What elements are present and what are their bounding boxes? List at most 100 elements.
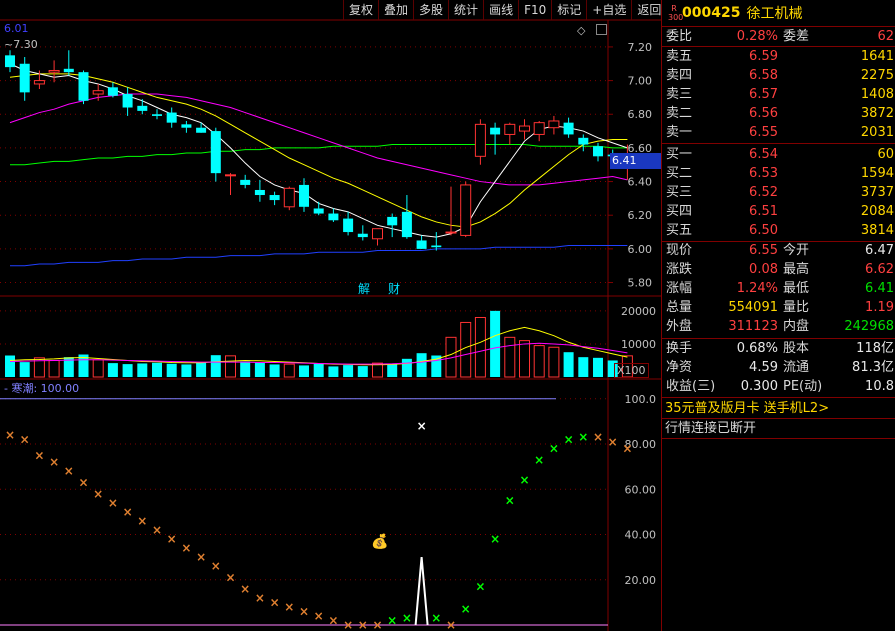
candle-body xyxy=(152,114,162,116)
candle-body xyxy=(328,213,339,221)
stock-name[interactable]: 徐工机械 xyxy=(746,6,803,22)
indicator-point: × xyxy=(314,609,324,623)
candle-body xyxy=(181,124,192,128)
event-marker-jie[interactable]: 解 xyxy=(358,282,371,296)
indicator-point: × xyxy=(93,487,103,501)
stats-row: 外盘 311123 内盘 242968 xyxy=(662,317,895,336)
fundamental-label: 换手 xyxy=(666,341,693,356)
signal-spike xyxy=(414,557,429,626)
volume-bar xyxy=(92,359,104,378)
indicator-point: × xyxy=(196,550,206,564)
indicator-point: × xyxy=(578,430,588,444)
indicator-point: × xyxy=(622,442,632,456)
stock-code[interactable]: 000425 xyxy=(682,5,741,21)
stat-value: 311123 xyxy=(728,319,778,334)
diff-label: 委差 xyxy=(783,29,810,44)
price-tick-label: 7.00 xyxy=(628,75,653,88)
quote-panel: R 300 000425 徐工机械 委比 0.28% 委差 62 卖五 6.59 1… xyxy=(661,0,895,631)
stat-value-2: 1.19 xyxy=(865,300,894,315)
bid-price: 6.52 xyxy=(749,185,778,200)
candle xyxy=(504,122,516,145)
candle-body xyxy=(19,63,30,93)
volume-bar xyxy=(343,365,354,377)
volume-unit-label: X100 xyxy=(614,363,649,378)
candle-body xyxy=(431,245,442,248)
volume-bar xyxy=(357,366,368,377)
candle-body xyxy=(92,90,104,95)
event-marker-cai[interactable]: 财 xyxy=(388,282,401,296)
bid-row: 买二 6.53 1594 xyxy=(662,164,895,183)
bid-price: 6.51 xyxy=(749,204,778,219)
indicator-point: × xyxy=(475,580,485,594)
stat-label-2: 内盘 xyxy=(783,319,810,334)
candle-body xyxy=(269,195,280,201)
stat-value-2: 6.41 xyxy=(865,281,894,296)
diff-value: 62 xyxy=(877,29,894,44)
volume-bar xyxy=(107,363,118,377)
restore-rights-button[interactable]: 复权 xyxy=(343,0,378,20)
volume-bar xyxy=(33,357,45,378)
ask-volume: 1641 xyxy=(860,49,894,64)
volume-bar xyxy=(299,365,309,377)
volume-bar xyxy=(578,357,589,377)
indicator-point: × xyxy=(284,600,294,614)
volume-bar xyxy=(607,360,618,377)
candle-body xyxy=(225,174,236,177)
indicator-point: × xyxy=(34,448,44,462)
chart-area[interactable]: 7.20 7.00 6.80 6.60 6.40 6.20 6.00 5.80 20000 100… xyxy=(0,0,661,631)
statistics-button[interactable]: 统计 xyxy=(448,0,483,20)
bid-price: 6.53 xyxy=(749,166,778,181)
candle-body xyxy=(283,187,295,208)
promo-link[interactable]: 35元普及版月卡 送手机L2> xyxy=(665,401,830,416)
stat-label: 涨跌 xyxy=(666,262,693,277)
ma-value-white: ~7.30 xyxy=(4,38,38,51)
indicator-point: × xyxy=(343,618,353,631)
candle xyxy=(5,50,15,73)
connection-status: 行情连接已断开 xyxy=(665,421,757,436)
indicator-point: × xyxy=(519,473,529,487)
candle xyxy=(387,213,398,238)
fundamentals-row: 净资 4.59 流通 81.3亿 xyxy=(662,358,895,377)
ask-price: 6.57 xyxy=(749,87,778,102)
add-watchlist-button[interactable]: +自选 xyxy=(586,0,631,20)
volume-tick-label: 20000 xyxy=(621,305,656,318)
bid-row: 买四 6.51 2084 xyxy=(662,202,895,221)
diamond-icon[interactable]: ◇ xyxy=(577,24,586,37)
stat-label-2: 最低 xyxy=(783,281,810,296)
ask-label: 卖四 xyxy=(666,68,693,83)
volume-bar xyxy=(269,364,280,377)
indicator-point: × xyxy=(255,591,265,605)
fundamental-label: 收益(三) xyxy=(666,379,716,394)
bid-label: 买一 xyxy=(666,147,693,162)
candle-body xyxy=(548,120,560,129)
bid-label: 买二 xyxy=(666,166,693,181)
stats-row: 涨幅 1.24% 最低 6.41 xyxy=(662,279,895,298)
indicator-point: × xyxy=(593,430,603,444)
indicator-point: × xyxy=(5,428,15,442)
mark-button[interactable]: 标记 xyxy=(551,0,586,20)
f10-button[interactable]: F10 xyxy=(518,0,551,20)
volume-bar xyxy=(533,345,545,378)
volume-bar xyxy=(225,355,236,378)
overlay-button[interactable]: 叠加 xyxy=(378,0,413,20)
candle-body xyxy=(445,231,457,234)
indicator-point: × xyxy=(358,618,368,631)
indicator-point: × xyxy=(431,611,441,625)
stat-value-2: 6.47 xyxy=(865,243,894,258)
draw-line-button[interactable]: 画线 xyxy=(483,0,518,20)
stat-label-2: 今开 xyxy=(783,243,810,258)
volume-bar xyxy=(196,362,207,377)
stat-value: 0.08 xyxy=(749,262,778,277)
bid-row: 买五 6.50 3814 xyxy=(662,221,895,240)
candle xyxy=(357,225,368,241)
back-button[interactable]: 返回 xyxy=(631,0,666,20)
volume-bar xyxy=(328,366,339,377)
volume-bar xyxy=(474,316,486,378)
volume-bar xyxy=(372,362,383,378)
bid-label: 买五 xyxy=(666,223,693,238)
window-toggle-icon[interactable] xyxy=(596,24,607,35)
fundamentals-row: 收益(三) 0.300 PE(动) 10.8 xyxy=(662,377,895,396)
multi-stock-button[interactable]: 多股 xyxy=(413,0,448,20)
candle-body xyxy=(387,216,398,226)
volume-bar xyxy=(166,363,177,377)
